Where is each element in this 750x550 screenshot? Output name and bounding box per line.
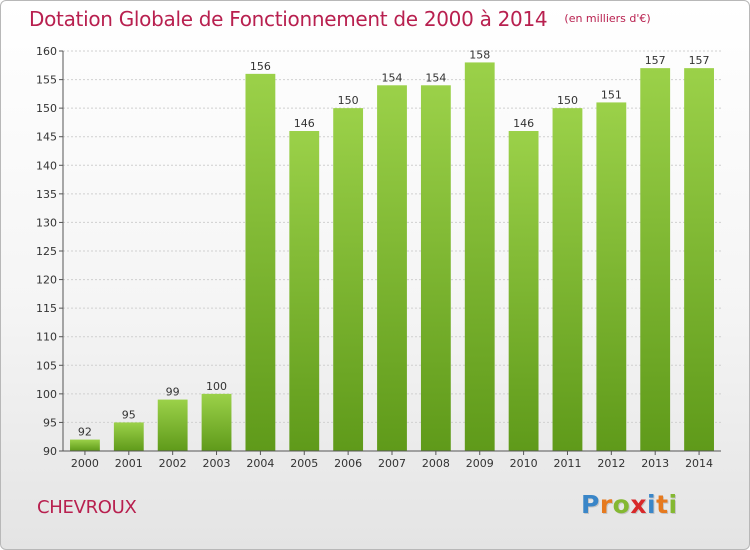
y-tick-label: 125 <box>36 245 57 258</box>
y-tick-label: 95 <box>43 416 57 429</box>
data-label: 99 <box>166 386 180 399</box>
x-tick-label: 2004 <box>246 457 274 470</box>
y-tick-label: 155 <box>36 74 57 87</box>
bar <box>113 422 144 451</box>
data-label: 158 <box>469 48 490 61</box>
x-tick-label: 2006 <box>334 457 362 470</box>
logo-letter: r <box>599 490 613 519</box>
bar <box>70 439 100 451</box>
bar <box>201 393 232 451</box>
logo-letter: x <box>630 490 647 519</box>
y-tick-label: 110 <box>36 331 57 344</box>
data-label: 146 <box>294 117 315 130</box>
x-tick-label: 2012 <box>597 457 625 470</box>
data-label: 151 <box>601 88 622 101</box>
y-tick-label: 140 <box>36 159 57 172</box>
bar <box>684 68 714 452</box>
x-tick-label: 2001 <box>115 457 143 470</box>
logo-letter: t <box>656 490 669 519</box>
data-labels: 92 95 99 100 156 146 150 154 154 158 146 150 151 157 1… <box>78 48 710 438</box>
bar <box>157 399 188 451</box>
y-tick-label: 105 <box>36 359 57 372</box>
bar <box>333 108 364 452</box>
y-tick-label: 120 <box>36 274 57 287</box>
bar <box>420 85 451 452</box>
x-tick-label: 2007 <box>378 457 406 470</box>
x-tick-label: 2008 <box>422 457 450 470</box>
bar <box>289 131 320 451</box>
chart-subtitle: (en milliers d'€) <box>564 12 651 25</box>
x-tick-label: 2011 <box>553 457 581 470</box>
x-tick-label: 2014 <box>685 457 713 470</box>
chart-title: Dotation Globale de Fonctionnement de 20… <box>29 7 548 31</box>
x-tick-label: 2000 <box>71 457 99 470</box>
x-tick-label: 2002 <box>159 457 187 470</box>
bar <box>377 85 407 452</box>
y-tick-label: 160 <box>36 45 57 58</box>
bar <box>464 62 495 452</box>
y-tick-label: 145 <box>36 131 57 144</box>
y-tick-label: 130 <box>36 216 57 229</box>
proxiti-logo[interactable]: Proxiti <box>581 490 678 519</box>
bar <box>552 108 583 452</box>
bar <box>508 131 539 451</box>
logo-letter: P <box>581 490 600 519</box>
axes: 90 95 100 105 110 115 120 125 130 135 140 145 150 155… <box>36 45 721 470</box>
data-label: 154 <box>382 71 403 84</box>
commune-name: CHEVROUX <box>37 497 137 518</box>
y-tick-label: 100 <box>36 388 57 401</box>
y-tick-label: 90 <box>43 445 57 458</box>
bar <box>596 102 627 451</box>
data-label: 100 <box>206 380 227 393</box>
bars <box>70 62 714 452</box>
x-tick-label: 2010 <box>510 457 538 470</box>
logo-letter: i <box>647 490 657 519</box>
bar <box>245 73 276 451</box>
data-label: 92 <box>78 426 92 439</box>
data-label: 157 <box>645 54 666 67</box>
x-tick-label: 2003 <box>203 457 231 470</box>
data-label: 95 <box>122 408 136 421</box>
y-tick-label: 150 <box>36 102 57 115</box>
title-row: Dotation Globale de Fonctionnement de 20… <box>29 7 651 31</box>
data-label: 150 <box>338 94 359 107</box>
x-tick-label: 2009 <box>466 457 494 470</box>
logo-letter: o <box>612 490 631 519</box>
data-label: 156 <box>250 60 271 73</box>
y-tick-label: 115 <box>36 302 57 315</box>
x-tick-label: 2005 <box>290 457 318 470</box>
data-label: 154 <box>425 71 446 84</box>
data-label: 157 <box>689 54 710 67</box>
data-label: 146 <box>513 117 534 130</box>
bar <box>640 68 671 452</box>
logo-letter: i <box>668 490 678 519</box>
y-tick-label: 135 <box>36 188 57 201</box>
x-tick-label: 2013 <box>641 457 669 470</box>
data-label: 150 <box>557 94 578 107</box>
